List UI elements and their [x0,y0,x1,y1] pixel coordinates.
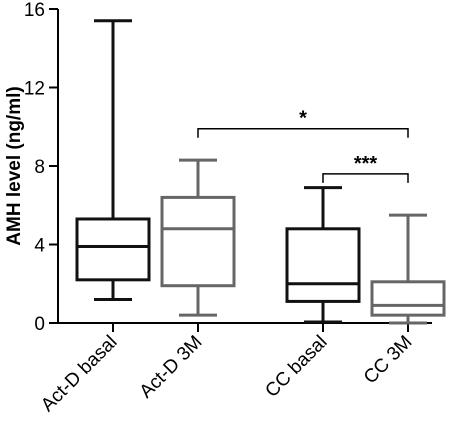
y-ticks: 0 4 8 12 16 [24,0,58,335]
x-tick-label: Act-D basal [37,332,121,416]
significance-label: *** [354,153,378,175]
box-cc-basal [285,186,361,324]
y-tick-label: 0 [34,314,45,335]
box-act-d-basal [75,19,151,301]
y-tick-label: 12 [24,79,45,100]
box-cc-3m [370,213,446,325]
boxes [75,19,446,325]
box-act-d-3m [160,158,236,317]
y-tick-label: 16 [24,0,45,21]
x-tick-label: CC 3M [360,332,417,389]
bracket-line [322,173,409,183]
x-tick-label: CC basal [261,332,331,402]
significance-label: * [299,108,307,130]
significance-bracket: *** [322,153,409,183]
x-tick-label: Act-D 3M [136,332,207,403]
x-axis: Act-D basal Act-D 3M CC basal CC 3M [37,322,432,416]
iqr-box [75,217,151,282]
iqr-box [285,227,361,303]
significance-annotations: **** [197,108,409,183]
significance-bracket: * [197,108,409,138]
x-ticks: Act-D basal Act-D 3M CC basal CC 3M [37,323,417,416]
y-tick-label: 4 [34,236,45,257]
iqr-box [160,195,236,288]
y-axis-title: AMH level (ng/ml) [4,86,25,245]
bracket-line [197,127,409,138]
y-tick-label: 8 [34,157,45,178]
y-axis: 0 4 8 12 16 [24,0,59,335]
iqr-box [370,280,446,317]
